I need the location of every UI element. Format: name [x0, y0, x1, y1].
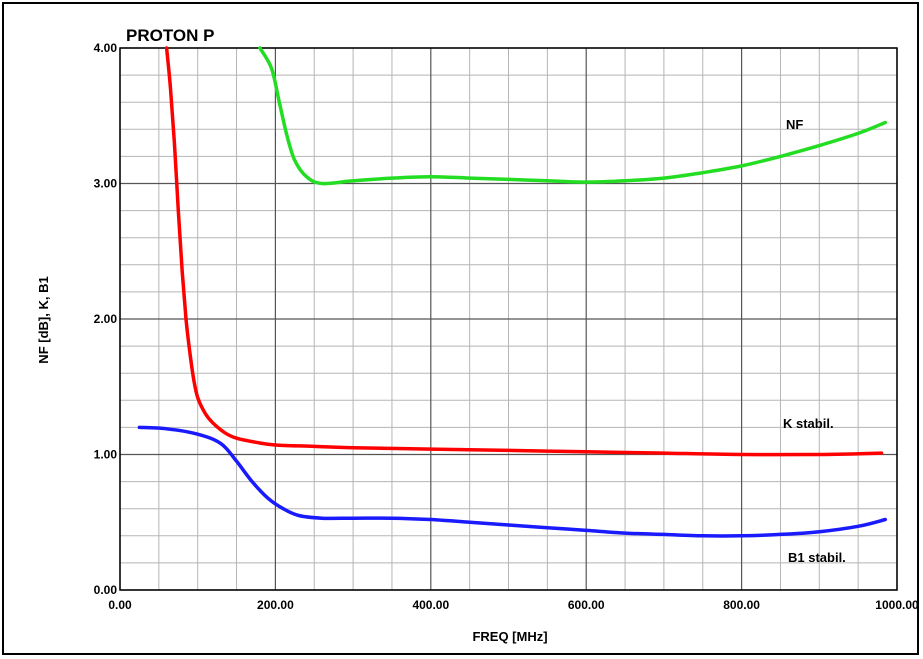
- k-stabil-annotation: K stabil.: [783, 416, 834, 431]
- chart-title: PROTON P: [126, 26, 214, 45]
- y-tick-label: 4.00: [94, 41, 118, 55]
- x-tick-label: 200.00: [257, 598, 294, 612]
- b1-stabil-series-line: [137, 425, 888, 538]
- k-stabil-series-line: [164, 46, 884, 457]
- x-tick-label: 400.00: [412, 598, 449, 612]
- x-tick-label: 0.00: [108, 598, 132, 612]
- series-layer: [137, 46, 888, 538]
- tick-labels: 0.00 200.00 400.00 600.00 800.00 1000.00 0.00 1…: [94, 41, 919, 612]
- y-axis-label: NF [dB], K, B1: [36, 276, 51, 363]
- x-axis-label: FREQ [MHz]: [472, 629, 547, 644]
- x-tick-label: 600.00: [568, 598, 605, 612]
- y-tick-label: 0.00: [94, 583, 118, 597]
- y-tick-label: 1.00: [94, 448, 118, 462]
- nf-annotation: NF: [786, 117, 803, 132]
- nf-series-line: [258, 46, 888, 186]
- y-tick-label: 2.00: [94, 312, 118, 326]
- x-tick-label: 800.00: [723, 598, 760, 612]
- y-tick-label: 3.00: [94, 177, 118, 191]
- x-tick-label: 1000.00: [875, 598, 919, 612]
- plot-border: [119, 47, 898, 591]
- b1-stabil-annotation: B1 stabil.: [788, 550, 846, 565]
